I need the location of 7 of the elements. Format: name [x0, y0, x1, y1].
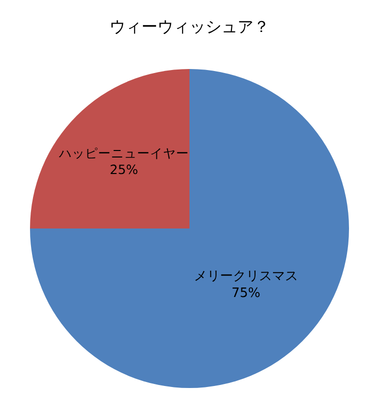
- slice-label: ハッピーニューイヤー: [58, 146, 189, 162]
- pie-slice: [30, 69, 349, 388]
- data-label: 75%: [231, 286, 260, 301]
- chart-title: ウィーウィッシュア？: [110, 17, 270, 36]
- data-label: 25%: [110, 163, 138, 178]
- slice-label: メリークリスマス: [194, 268, 298, 284]
- pie-slice: [30, 69, 190, 228]
